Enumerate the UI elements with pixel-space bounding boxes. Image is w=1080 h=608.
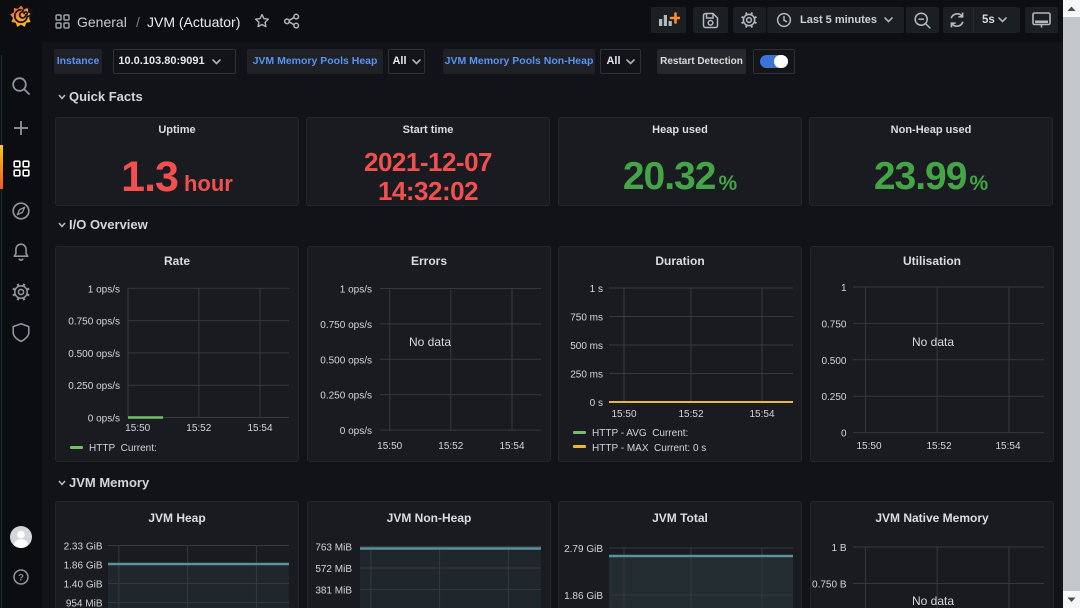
svg-text:1: 1	[840, 283, 846, 294]
svg-text:1.86 GiB: 1.86 GiB	[564, 591, 603, 602]
svg-text:15:54: 15:54	[499, 441, 524, 452]
svg-text:1 ops/s: 1 ops/s	[88, 284, 120, 295]
svg-text:572 MiB: 572 MiB	[315, 564, 352, 575]
svg-text:No data: No data	[911, 335, 953, 349]
svg-text:15:50: 15:50	[856, 441, 881, 452]
svg-text:0.250: 0.250	[821, 392, 846, 403]
svg-text:JVM Non-Heap: JVM Non-Heap	[386, 511, 471, 525]
svg-text:750 ms: 750 ms	[570, 313, 603, 324]
svg-text:1.40 GiB: 1.40 GiB	[64, 580, 103, 591]
svg-text:1 s: 1 s	[590, 284, 603, 295]
svg-text:381 MiB: 381 MiB	[315, 586, 352, 597]
svg-text:15:54: 15:54	[247, 423, 272, 434]
svg-text:2.79 GiB: 2.79 GiB	[564, 544, 603, 555]
svg-text:0 ops/s: 0 ops/s	[339, 426, 371, 437]
svg-text:Rate: Rate	[164, 254, 190, 268]
svg-text:0.500 ops/s: 0.500 ops/s	[320, 355, 372, 366]
svg-text:2.33 GiB: 2.33 GiB	[64, 542, 103, 553]
svg-text:0.750 B: 0.750 B	[812, 580, 847, 591]
svg-text:15:50: 15:50	[611, 409, 636, 420]
svg-text:15:52: 15:52	[438, 441, 463, 452]
svg-text:No data: No data	[911, 594, 953, 608]
svg-text:15:52: 15:52	[186, 423, 211, 434]
svg-text:0: 0	[840, 429, 846, 440]
svg-text:1 B: 1 B	[831, 543, 846, 554]
svg-text:763 MiB: 763 MiB	[315, 543, 352, 554]
svg-text:0 ops/s: 0 ops/s	[88, 414, 120, 425]
svg-text:0.750: 0.750	[821, 319, 846, 330]
svg-text:0.250 ops/s: 0.250 ops/s	[320, 391, 372, 402]
svg-text:954 MiB: 954 MiB	[66, 599, 103, 608]
svg-text:15:50: 15:50	[377, 441, 402, 452]
svg-text:0.750 ops/s: 0.750 ops/s	[68, 317, 120, 328]
svg-text:0.250 ops/s: 0.250 ops/s	[68, 381, 120, 392]
svg-text:No data: No data	[408, 335, 450, 349]
svg-text:Duration: Duration	[655, 254, 704, 268]
svg-text:250 ms: 250 ms	[570, 370, 603, 381]
svg-text:0.500 ops/s: 0.500 ops/s	[68, 349, 120, 360]
svg-text:JVM Native Memory: JVM Native Memory	[875, 511, 989, 525]
svg-text:15:52: 15:52	[926, 441, 951, 452]
svg-text:Utilisation: Utilisation	[902, 254, 960, 268]
svg-text:15:50: 15:50	[125, 423, 150, 434]
svg-text:JVM Total: JVM Total	[652, 511, 708, 525]
svg-text:500 ms: 500 ms	[570, 341, 603, 352]
svg-text:0.750 ops/s: 0.750 ops/s	[320, 320, 372, 331]
svg-text:1.86 GiB: 1.86 GiB	[64, 561, 103, 572]
svg-text:JVM Heap: JVM Heap	[148, 511, 205, 525]
svg-text:Errors: Errors	[410, 254, 446, 268]
svg-text:15:54: 15:54	[749, 409, 774, 420]
svg-text:15:52: 15:52	[678, 409, 703, 420]
svg-text:0 s: 0 s	[590, 398, 603, 409]
svg-text:?: ?	[18, 572, 24, 583]
svg-text:15:54: 15:54	[995, 441, 1020, 452]
svg-text:1 ops/s: 1 ops/s	[339, 285, 371, 296]
svg-text:0.500: 0.500	[821, 356, 846, 367]
